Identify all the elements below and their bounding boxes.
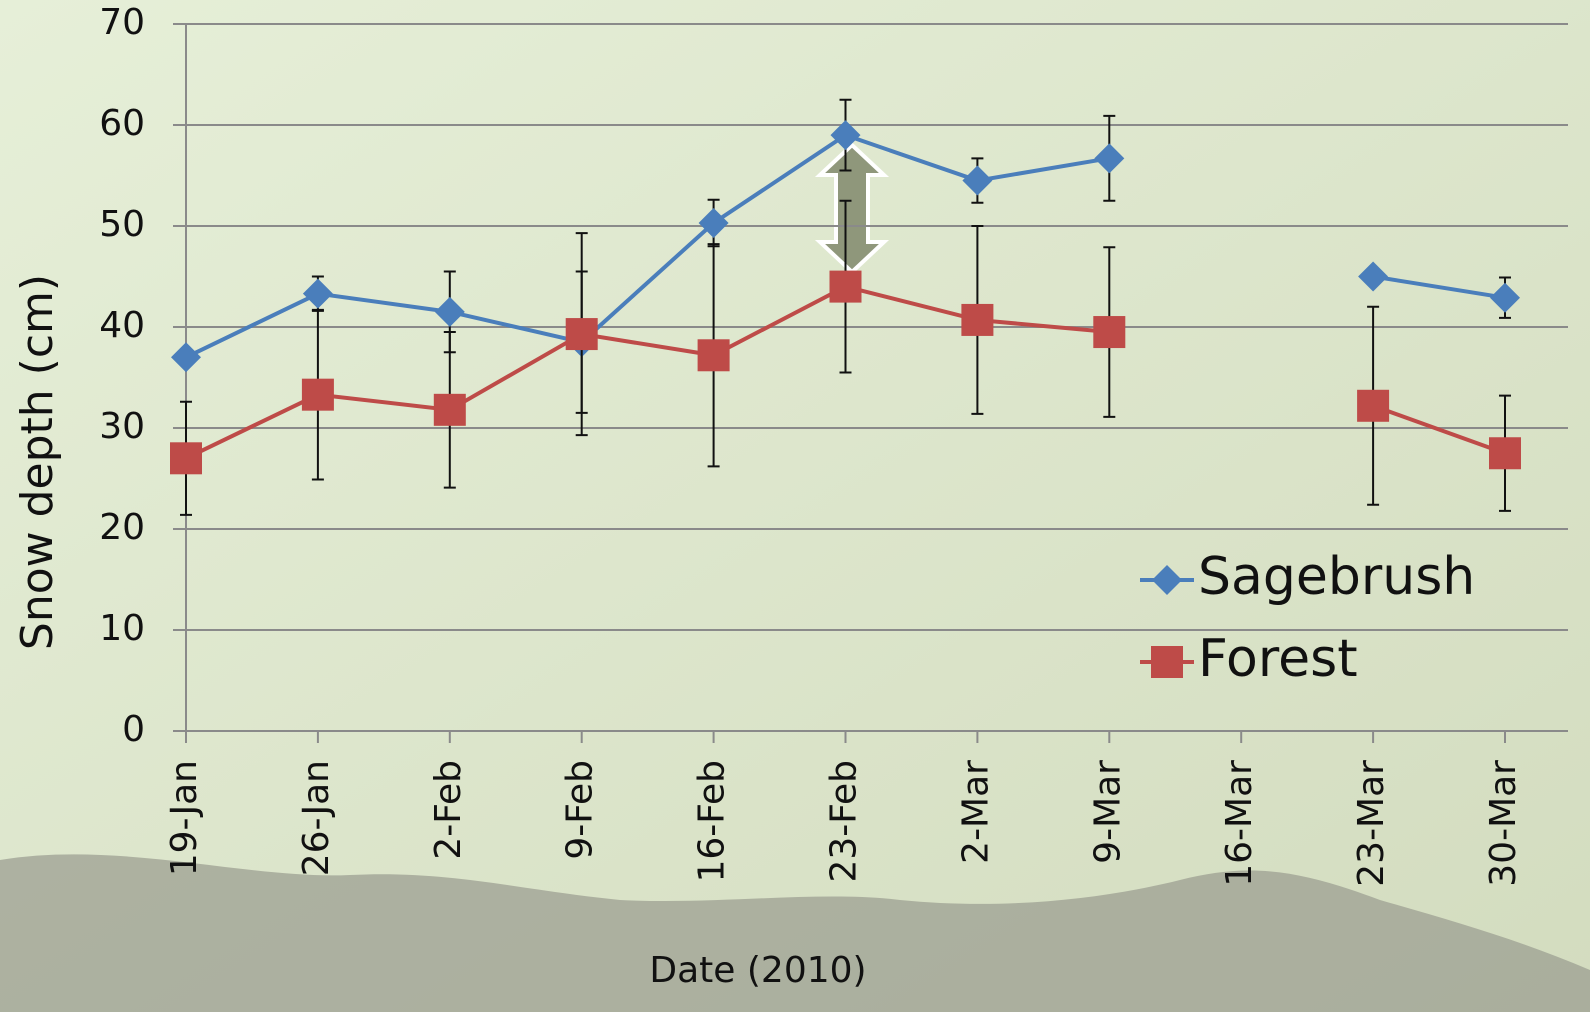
y-tick-label: 70 [99, 2, 145, 43]
x-tick-label: 16-Feb [692, 760, 733, 883]
y-axis-title: Snow depth (cm) [12, 274, 63, 650]
x-tick-label: 23-Feb [824, 760, 865, 883]
x-tick-label: 2-Feb [428, 760, 469, 860]
marker [1093, 316, 1125, 348]
x-tick-label: 2-Mar [955, 760, 996, 864]
y-tick-label: 20 [99, 507, 145, 548]
x-tick-label: 9-Mar [1087, 760, 1128, 864]
marker [1489, 437, 1521, 469]
marker [566, 318, 598, 350]
marker [1151, 646, 1183, 678]
x-tick-label: 23-Mar [1351, 760, 1392, 887]
x-axis-title: Date (2010) [649, 950, 866, 991]
y-tick-label: 60 [99, 103, 145, 144]
legend-label: Forest [1198, 629, 1358, 689]
legend-label: Sagebrush [1198, 547, 1475, 607]
x-tick-label: 9-Feb [560, 760, 601, 860]
marker [961, 304, 993, 336]
y-tick-label: 0 [122, 709, 145, 750]
y-tick-label: 50 [99, 204, 145, 245]
y-tick-label: 40 [99, 305, 145, 346]
marker [434, 394, 466, 426]
x-tick-label: 30-Mar [1483, 760, 1524, 887]
y-tick-label: 30 [99, 406, 145, 447]
marker [302, 379, 334, 411]
x-tick-label: 16-Mar [1219, 760, 1260, 887]
marker [1357, 390, 1389, 422]
marker [170, 442, 202, 474]
y-tick-label: 10 [99, 608, 145, 649]
x-tick-label: 26-Jan [296, 760, 337, 876]
marker [698, 339, 730, 371]
x-tick-label: 19-Jan [164, 760, 205, 876]
marker [830, 271, 862, 303]
chart: 0 10 20 30 40 50 60 70 19-Jan 26-Jan 2-Feb 9-Feb 16-… [0, 0, 1590, 1012]
